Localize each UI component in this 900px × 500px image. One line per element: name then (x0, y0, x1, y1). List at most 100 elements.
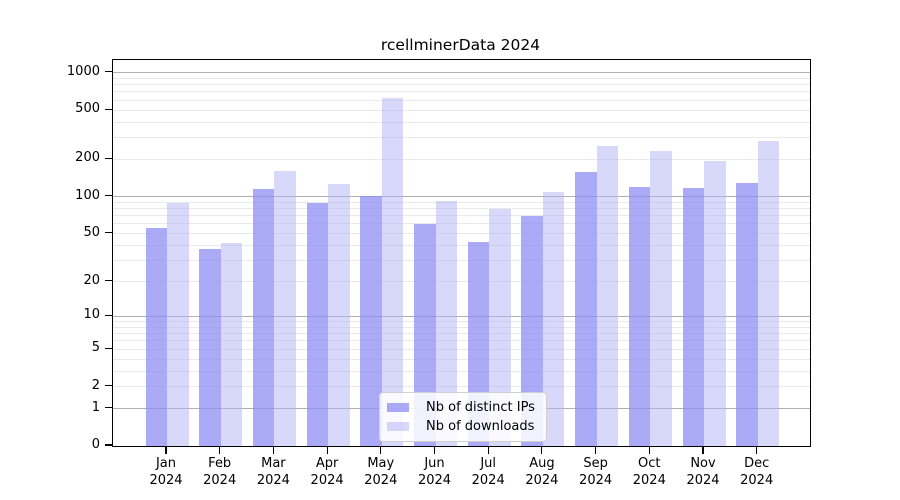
x-tick-mark (165, 446, 167, 454)
bar-nb-of-downloads-jun-2024 (435, 201, 457, 446)
bar-nb-of-downloads-nov-2024 (704, 161, 726, 446)
gridline (113, 244, 810, 246)
bar-nb-of-distinct-ips-dec-2024 (736, 182, 758, 446)
gridline (113, 77, 810, 79)
y-tick-mark (105, 108, 112, 110)
x-tick-mark (219, 446, 221, 454)
legend-swatch-downloads (387, 422, 409, 431)
y-tick-mark (105, 231, 112, 234)
y-tick-mark (105, 385, 112, 387)
gridline (113, 348, 810, 350)
legend-item-distinct-ips: Nb of distinct IPs (387, 400, 535, 415)
gridline (113, 196, 810, 198)
x-tick-mark (756, 446, 758, 454)
gridline (113, 333, 810, 335)
x-tick-mark (595, 446, 597, 454)
gridline (113, 208, 810, 210)
bar-nb-of-distinct-ips-mar-2024 (252, 189, 275, 446)
gridline (113, 72, 810, 74)
gridline (113, 121, 810, 123)
gridline (113, 358, 810, 360)
bar-nb-of-distinct-ips-jun-2024 (414, 223, 436, 446)
x-tick-mark (272, 446, 274, 454)
x-tick-mark (433, 446, 436, 454)
bar-nb-of-downloads-jul-2024 (489, 208, 511, 446)
x-tick-label: Mar 2024 (256, 456, 290, 488)
x-tick-label: Sep 2024 (579, 456, 613, 488)
gridline (113, 137, 810, 139)
gridline (113, 109, 810, 111)
x-tick-label: Dec 2024 (740, 456, 774, 488)
gridline (113, 321, 810, 323)
gridline (113, 340, 810, 342)
bar-nb-of-downloads-aug-2024 (542, 191, 565, 446)
bar-nb-of-distinct-ips-nov-2024 (682, 188, 704, 446)
y-tick-label: 1 (91, 399, 100, 415)
bar-nb-of-downloads-mar-2024 (274, 171, 296, 446)
gridline (113, 215, 810, 217)
bar-nb-of-downloads-jan-2024 (167, 202, 189, 446)
gridline (113, 84, 810, 86)
x-tick-label: Apr 2024 (310, 456, 344, 488)
gridline (113, 370, 810, 372)
x-tick-label: Jun 2024 (417, 456, 452, 488)
legend-label-distinct-ips: Nb of distinct IPs (426, 400, 535, 415)
y-tick-label: 5 (91, 340, 100, 356)
y-tick-mark (105, 347, 112, 349)
bar-nb-of-distinct-ips-sep-2024 (575, 172, 597, 446)
x-tick-mark (326, 446, 328, 454)
y-tick-label: 10 (83, 307, 100, 323)
x-tick-mark (702, 446, 704, 454)
bar-nb-of-downloads-sep-2024 (596, 145, 619, 446)
y-tick-label: 2 (91, 377, 100, 393)
plot-area: Nb of distinct IPs Nb of downloads (112, 59, 811, 447)
x-tick-label: May 2024 (364, 456, 398, 488)
gridline (113, 201, 810, 203)
y-tick-mark (105, 406, 112, 409)
legend-item-downloads: Nb of downloads (387, 419, 535, 434)
chart-title: rcellminerData 2024 (380, 36, 541, 54)
y-tick-label: 500 (75, 101, 100, 117)
x-tick-mark (648, 446, 650, 454)
y-tick-mark (105, 157, 112, 160)
x-tick-mark (380, 446, 382, 454)
y-tick-label: 0 (91, 437, 100, 452)
y-tick-mark (105, 195, 112, 197)
bar-nb-of-distinct-ips-aug-2024 (521, 215, 543, 446)
x-tick-mark (487, 446, 489, 454)
bar-nb-of-distinct-ips-apr-2024 (306, 202, 329, 446)
bar-nb-of-downloads-oct-2024 (650, 151, 672, 446)
y-tick-mark (105, 444, 112, 446)
gridline (113, 386, 810, 388)
gridline (113, 158, 810, 160)
gridline (113, 99, 810, 101)
bar-nb-of-distinct-ips-oct-2024 (628, 186, 651, 446)
y-tick-label: 1000 (66, 63, 100, 79)
legend-swatch-distinct-ips (387, 403, 409, 412)
gridline (113, 259, 810, 261)
bar-nb-of-downloads-may-2024 (381, 97, 404, 446)
x-tick-label: Oct 2024 (632, 456, 666, 488)
x-tick-label: Aug 2024 (525, 456, 559, 488)
legend-label-downloads: Nb of downloads (426, 419, 535, 434)
y-tick-mark (105, 279, 112, 282)
y-tick-label: 100 (75, 187, 100, 203)
bar-nb-of-distinct-ips-feb-2024 (199, 249, 221, 446)
y-tick-label: 50 (83, 224, 100, 240)
x-tick-label: Jul 2024 (471, 456, 505, 488)
gridline (113, 281, 810, 283)
bar-nb-of-distinct-ips-jan-2024 (145, 227, 167, 446)
y-tick-mark (105, 71, 112, 73)
bar-nb-of-downloads-dec-2024 (757, 141, 780, 446)
bar-nb-of-distinct-ips-may-2024 (360, 196, 382, 446)
gridline (113, 233, 810, 235)
gridline (113, 91, 810, 93)
y-tick-label: 200 (75, 150, 100, 166)
bar-nb-of-downloads-feb-2024 (220, 242, 243, 446)
x-tick-mark (541, 446, 543, 454)
legend: Nb of distinct IPs Nb of downloads (379, 392, 547, 442)
gridline (113, 223, 810, 225)
x-tick-label: Feb 2024 (203, 456, 237, 488)
x-tick-label: Nov 2024 (686, 456, 720, 488)
